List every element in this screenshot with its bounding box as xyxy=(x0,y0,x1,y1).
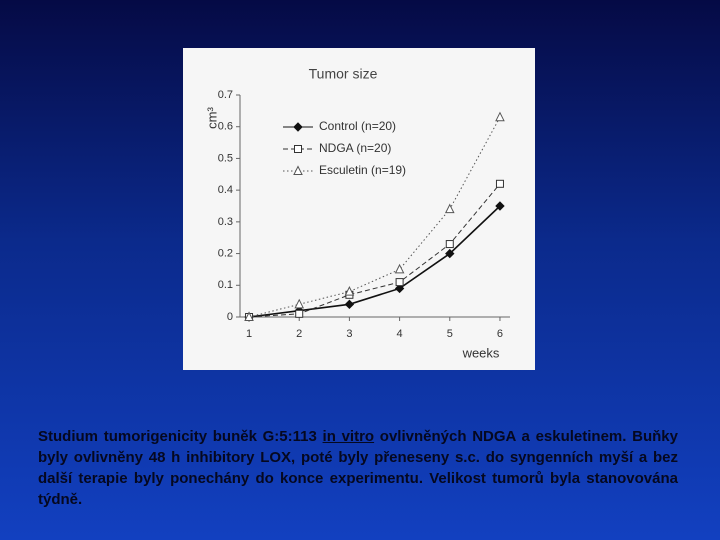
y-tick-label: 0.2 xyxy=(218,247,233,259)
y-tick-label: 0.4 xyxy=(218,184,233,196)
marker xyxy=(495,111,505,122)
y-tick-label: 0.5 xyxy=(218,152,233,164)
y-tick-label: 0.7 xyxy=(218,89,233,101)
legend-marker xyxy=(293,165,303,175)
x-tick-label: 6 xyxy=(497,328,503,340)
caption-text: ovlivněných NDGA a eskuletinem. Buňky by… xyxy=(38,428,678,508)
series-line xyxy=(249,183,501,318)
caption-text: Studium tumorigenicity buněk G:5:113 xyxy=(38,428,323,445)
marker xyxy=(395,278,404,287)
x-tick-label: 5 xyxy=(447,328,453,340)
marker xyxy=(444,203,455,214)
x-tick-label: 2 xyxy=(296,328,302,340)
x-tick-label: 4 xyxy=(397,328,403,340)
x-tick-label: 1 xyxy=(246,328,252,340)
marker xyxy=(394,283,405,294)
y-tick-label: 0 xyxy=(227,311,233,323)
marker xyxy=(495,179,504,188)
legend-label: NDGA (n=20) xyxy=(319,141,391,155)
y-axis-label: cm³ xyxy=(204,107,219,129)
legend-marker xyxy=(293,122,303,132)
y-tick-label: 0.6 xyxy=(218,121,233,133)
caption: Studium tumorigenicity buněk G:5:113 in … xyxy=(38,426,678,510)
marker xyxy=(295,309,304,318)
chart: Tumor size cm³ weeks 0 0.1 0.2 0.3 0.4 0.5 0.6… xyxy=(183,48,535,370)
marker xyxy=(445,248,455,259)
chart-title: Tumor size xyxy=(309,66,378,82)
marker xyxy=(495,201,505,211)
marker xyxy=(394,263,405,274)
legend-label: Esculetin (n=19) xyxy=(319,163,406,177)
y-tick-label: 0.1 xyxy=(218,279,233,291)
caption-emphasis: in vitro xyxy=(322,428,375,445)
series-line xyxy=(248,205,501,318)
marker xyxy=(294,298,305,309)
marker xyxy=(344,286,355,296)
marker xyxy=(244,311,254,321)
legend-marker xyxy=(294,145,302,153)
marker xyxy=(344,299,355,310)
x-axis-label: weeks xyxy=(462,345,500,360)
legend-label: Control (n=20) xyxy=(319,119,396,133)
marker xyxy=(445,240,454,249)
chart-background xyxy=(183,48,535,370)
y-tick-label: 0.3 xyxy=(218,216,233,228)
x-tick-label: 3 xyxy=(346,328,352,340)
